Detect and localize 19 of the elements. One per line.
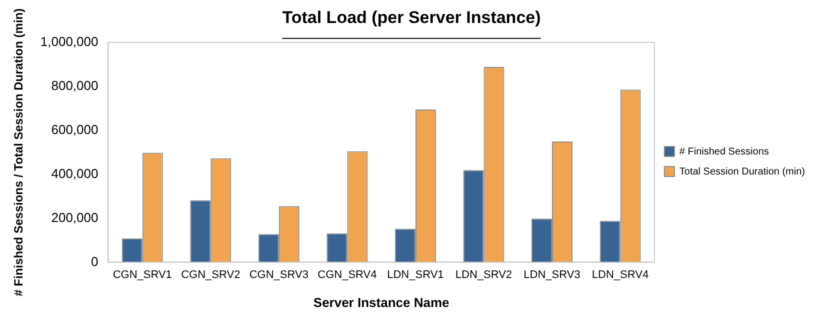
y-tick-label: 800,000 (51, 78, 98, 93)
y-tick-label: 400,000 (51, 166, 98, 181)
y-axis-title: # Finished Sessions / Total Session Duration (min) (12, 8, 26, 296)
legend-label: Total Session Duration (min) (679, 166, 806, 178)
x-tick-label: LDN_SRV3 (524, 268, 580, 281)
y-tick-label: 0 (91, 254, 98, 269)
x-tick-label: LDN_SRV2 (455, 268, 512, 281)
y-tick-label: 1,000,000 (40, 34, 98, 49)
x-tick-label: CGN_SRV4 (318, 268, 377, 281)
y-tick-label: 200,000 (51, 210, 98, 225)
x-tick-label: CGN_SRV2 (181, 268, 240, 281)
x-tick-label: CGN_SRV3 (249, 268, 308, 281)
x-axis-title: Server Instance Name (313, 294, 450, 310)
legend-label: # Finished Sessions (679, 146, 769, 158)
y-tick-label: 600,000 (51, 122, 98, 137)
x-tick-label: CGN_SRV1 (112, 268, 172, 281)
x-tick-label: LDN_SRV4 (592, 268, 649, 281)
x-tick-label: LDN_SRV1 (387, 268, 444, 281)
chart-title: Total Load (per Server Instance) (282, 8, 541, 27)
